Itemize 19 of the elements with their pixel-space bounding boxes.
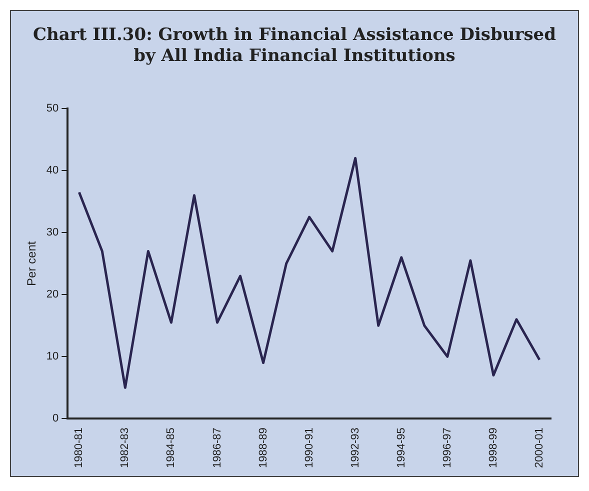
x-tick-label: 1990-91 — [303, 428, 316, 468]
chart-title: Chart III.30: Growth in Financial Assistance Disbursed by All India Financial Institutions — [32, 25, 557, 67]
y-axis-title: Per cent — [24, 240, 39, 286]
y-tick-label: 20 — [46, 288, 59, 301]
y-tick-label: 30 — [46, 226, 59, 239]
y-tick-label: 10 — [46, 350, 59, 363]
x-tick-label: 1992-93 — [349, 428, 362, 468]
x-tick-label: 1984-85 — [165, 428, 178, 468]
x-tick-label: 1982-83 — [119, 428, 132, 468]
y-tick-label: 0 — [52, 412, 59, 425]
y-tick-label: 50 — [46, 102, 59, 115]
y-tick-label: 40 — [46, 164, 59, 177]
x-tick-label: 1998-99 — [487, 428, 500, 468]
x-tick-label: 1988-89 — [257, 428, 270, 468]
x-tick-label: 1980-81 — [73, 428, 86, 468]
x-tick-label: 1986-87 — [211, 428, 224, 468]
x-tick-label: 1996-97 — [441, 428, 454, 468]
x-tick-label: 2000-01 — [534, 428, 546, 468]
x-tick-label: 1994-95 — [395, 428, 408, 468]
